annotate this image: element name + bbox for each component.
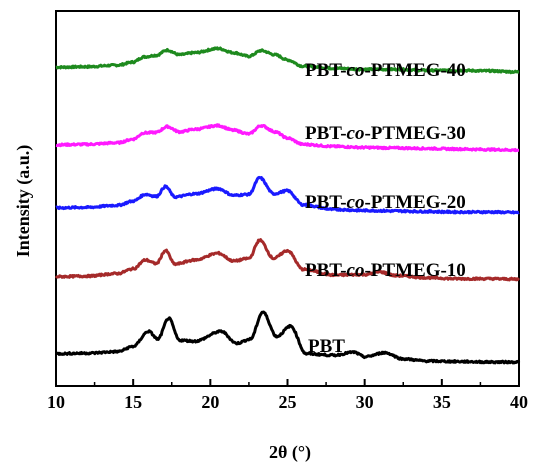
x-tick-label: 35 bbox=[433, 392, 451, 412]
x-tick-label: 25 bbox=[279, 392, 297, 412]
series-label: PBT-co-PTMEG-10 bbox=[305, 260, 466, 281]
series-line bbox=[55, 175, 520, 215]
x-tick-label: 20 bbox=[201, 392, 219, 412]
series-label: PBT-co-PTMEG-30 bbox=[305, 123, 466, 144]
x-tick-label: 10 bbox=[47, 392, 65, 412]
series-line bbox=[55, 310, 521, 365]
series-line bbox=[54, 238, 520, 282]
series-label: PBT-co-PTMEG-40 bbox=[305, 60, 466, 81]
series-line bbox=[55, 123, 520, 153]
series-label: PBT-co-PTMEG-20 bbox=[305, 192, 466, 213]
x-tick-label: 30 bbox=[356, 392, 374, 412]
x-axis-title: 2θ (°) bbox=[269, 442, 311, 463]
y-axis-title: Intensity (a.u.) bbox=[13, 145, 34, 258]
x-axis-ticks: 10 15 20 25 30 35 40 bbox=[47, 379, 528, 412]
series-line bbox=[55, 46, 520, 75]
x-tick-label: 15 bbox=[124, 392, 142, 412]
diffraction-curves bbox=[54, 46, 521, 365]
series-labels: PBT-co-PTMEG-40 PBT-co-PTMEG-30 PBT-co-PTM… bbox=[305, 60, 466, 357]
x-tick-label: 40 bbox=[510, 392, 528, 412]
series-label: PBT bbox=[308, 336, 345, 357]
